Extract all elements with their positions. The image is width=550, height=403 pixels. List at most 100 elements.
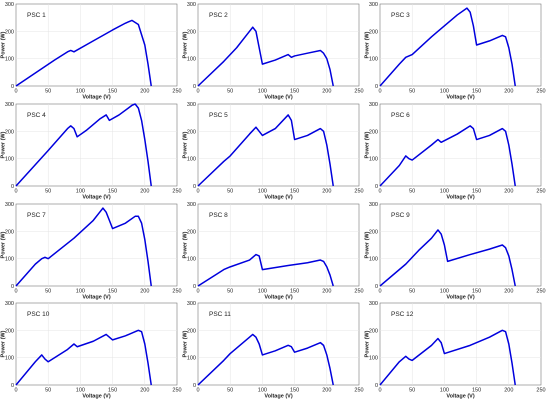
y-tick-label: 300: [5, 301, 14, 307]
x-axis-label: Voltage (V): [264, 295, 292, 301]
x-axis-label: Voltage (V): [264, 195, 292, 201]
y-tick-label: 300: [5, 2, 14, 8]
y-tick-label: 0: [11, 383, 14, 389]
y-tick-label: 0: [11, 84, 14, 90]
chart-panel-8: 0 50 100 150 200 250 0 100 200 300 Voltage (V) Powe…: [183, 202, 364, 301]
panel-title: PSC 4: [27, 112, 46, 119]
x-tick-label: 200: [140, 388, 149, 394]
panel-title: PSC 6: [391, 112, 410, 119]
x-tick-label: 50: [409, 89, 415, 95]
y-tick-label: 100: [5, 157, 14, 163]
x-axis-label: Voltage (V): [82, 394, 110, 400]
x-tick-label: 150: [108, 388, 117, 394]
x-tick-label: 0: [378, 89, 381, 95]
x-tick-label: 100: [440, 189, 449, 195]
pv-curve-line-1: [379, 125, 516, 187]
pv-curve-line-1: [379, 329, 516, 386]
y-tick-label: 200: [5, 328, 14, 334]
x-tick-label: 250: [354, 89, 363, 95]
x-tick-label: 0: [378, 189, 381, 195]
x-tick-label: 50: [45, 89, 51, 95]
x-tick-label: 200: [322, 289, 331, 295]
x-tick-label: 250: [172, 388, 181, 394]
x-tick-label: 150: [472, 189, 481, 195]
y-axis-label: Power (W): [1, 131, 7, 158]
plot-area: [379, 302, 542, 386]
y-tick-label: 100: [187, 356, 196, 362]
x-tick-label: 250: [172, 89, 181, 95]
x-axis-label: Voltage (V): [446, 295, 474, 301]
x-axis-label: Voltage (V): [82, 195, 110, 201]
x-tick-label: 100: [440, 89, 449, 95]
x-tick-label: 50: [409, 189, 415, 195]
x-tick-label: 200: [140, 89, 149, 95]
x-axis-label: Voltage (V): [446, 195, 474, 201]
pv-curve-line-1: [197, 333, 334, 386]
x-tick-label: 250: [172, 189, 181, 195]
x-tick-label: 50: [409, 388, 415, 394]
y-tick-label: 100: [187, 257, 196, 263]
chart-panel-5: 0 50 100 150 200 250 0 100 200 300 Voltage (V) Powe…: [183, 102, 364, 201]
x-tick-label: 150: [108, 189, 117, 195]
y-axis-label: Power (W): [1, 31, 7, 58]
panel-title: PSC 12: [391, 311, 414, 318]
y-tick-label: 0: [375, 284, 378, 290]
y-tick-label: 300: [187, 301, 196, 307]
x-tick-label: 0: [378, 289, 381, 295]
y-tick-label: 200: [187, 129, 196, 135]
x-tick-label: 200: [322, 189, 331, 195]
x-tick-label: 0: [14, 189, 17, 195]
x-tick-label: 250: [536, 388, 545, 394]
y-axis-label: Power (W): [183, 330, 189, 357]
x-tick-label: 0: [196, 289, 199, 295]
y-tick-label: 0: [193, 84, 196, 90]
y-tick-label: 300: [5, 102, 14, 108]
y-tick-label: 200: [369, 328, 378, 334]
panel-title: PSC 9: [391, 212, 410, 219]
chart-panel-9: 0 50 100 150 200 250 0 100 200 300 Voltage (V) Powe…: [365, 202, 546, 301]
pv-curve-line-1: [379, 7, 516, 87]
x-tick-label: 200: [322, 388, 331, 394]
y-tick-label: 100: [369, 356, 378, 362]
x-tick-label: 200: [140, 289, 149, 295]
plot-area: [197, 103, 360, 187]
y-axis-label: Power (W): [365, 31, 371, 58]
y-tick-label: 300: [369, 102, 378, 108]
pv-curve-line-1: [197, 114, 334, 187]
x-tick-label: 200: [504, 89, 513, 95]
x-axis-label: Voltage (V): [446, 95, 474, 101]
pv-curve-line-1: [379, 229, 516, 287]
x-tick-label: 0: [14, 388, 17, 394]
x-tick-label: 200: [322, 89, 331, 95]
plot-area: [197, 302, 360, 386]
panel-title: PSC 1: [27, 12, 46, 19]
pv-curve-line-1: [197, 26, 334, 87]
y-tick-label: 0: [193, 284, 196, 290]
y-axis-label: Power (W): [183, 231, 189, 258]
pv-curve-line-1: [15, 19, 152, 87]
pv-curve-line-1: [15, 207, 152, 287]
x-tick-label: 50: [227, 189, 233, 195]
x-tick-label: 100: [258, 289, 267, 295]
x-axis-label: Voltage (V): [264, 95, 292, 101]
x-tick-label: 0: [14, 289, 17, 295]
x-tick-label: 50: [227, 89, 233, 95]
y-axis-label: Power (W): [365, 330, 371, 357]
x-tick-label: 250: [354, 289, 363, 295]
plot-area: [15, 302, 178, 386]
x-tick-label: 100: [258, 189, 267, 195]
x-tick-label: 50: [227, 289, 233, 295]
y-tick-label: 0: [11, 284, 14, 290]
y-tick-label: 200: [187, 229, 196, 235]
x-tick-label: 0: [14, 89, 17, 95]
x-tick-label: 250: [536, 289, 545, 295]
x-tick-label: 250: [536, 189, 545, 195]
x-axis-label: Voltage (V): [446, 394, 474, 400]
x-axis-label: Voltage (V): [82, 95, 110, 101]
y-axis-label: Power (W): [365, 131, 371, 158]
x-tick-label: 0: [196, 388, 199, 394]
y-tick-label: 300: [5, 202, 14, 208]
y-tick-label: 200: [369, 129, 378, 135]
chart-panel-6: 0 50 100 150 200 250 0 100 200 300 Voltage (V) Powe…: [365, 102, 546, 201]
